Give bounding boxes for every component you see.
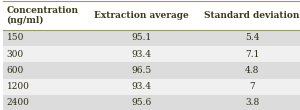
Text: 5.4: 5.4 [245, 33, 259, 42]
Text: Extraction average: Extraction average [94, 11, 188, 20]
Text: 7: 7 [249, 82, 255, 91]
Text: 93.4: 93.4 [131, 50, 151, 59]
Text: 3.8: 3.8 [245, 98, 259, 107]
Text: 4.8: 4.8 [245, 66, 259, 75]
Text: 1200: 1200 [7, 82, 29, 91]
Text: 95.6: 95.6 [131, 98, 151, 107]
Text: 7.1: 7.1 [245, 50, 259, 59]
Text: 2400: 2400 [7, 98, 29, 107]
Text: 95.1: 95.1 [131, 33, 151, 42]
Text: 300: 300 [7, 50, 24, 59]
Text: Standard deviation: Standard deviation [204, 11, 300, 20]
Text: 96.5: 96.5 [131, 66, 151, 75]
Text: Concentration
(ng/ml): Concentration (ng/ml) [7, 6, 79, 25]
Text: 93.4: 93.4 [131, 82, 151, 91]
Text: 600: 600 [7, 66, 24, 75]
Text: 150: 150 [7, 33, 24, 42]
